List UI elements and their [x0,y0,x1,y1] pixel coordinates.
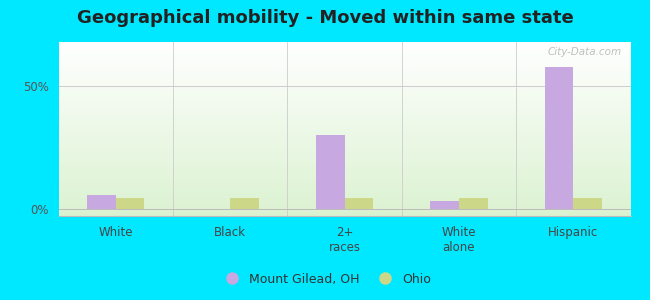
Bar [430,201,459,208]
Bar [230,198,259,208]
Bar [344,198,373,208]
Bar [116,198,144,208]
Bar [87,195,116,208]
Text: City-Data.com: City-Data.com [548,47,622,57]
Bar [459,198,488,208]
Legend: Mount Gilead, OH, Ohio: Mount Gilead, OH, Ohio [214,268,436,291]
Text: Geographical mobility - Moved within same state: Geographical mobility - Moved within sam… [77,9,573,27]
Bar [545,67,573,208]
Bar [573,198,602,208]
Bar [316,135,344,208]
